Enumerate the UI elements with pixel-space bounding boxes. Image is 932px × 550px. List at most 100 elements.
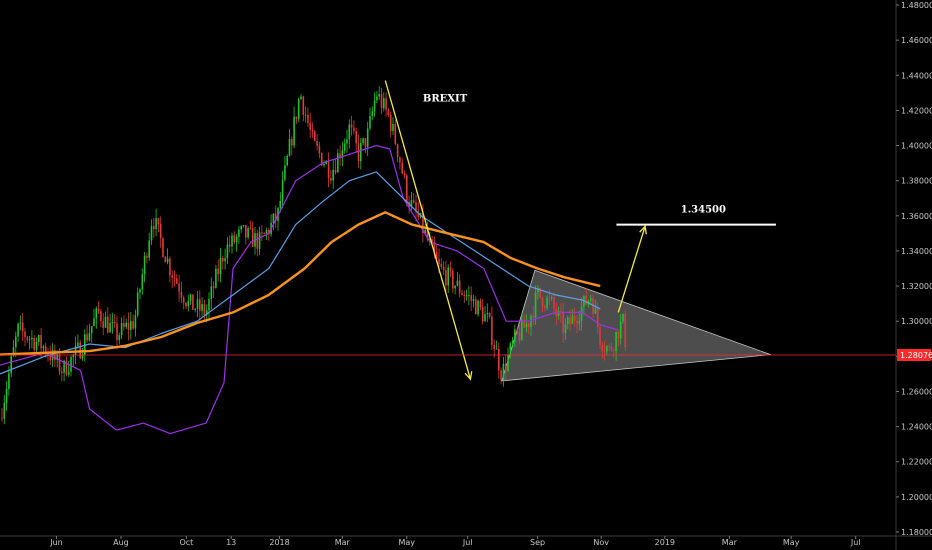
candle	[176, 274, 178, 285]
candle	[107, 307, 109, 334]
candle-body	[396, 144, 399, 158]
candle	[196, 291, 199, 317]
candle-body	[238, 229, 240, 237]
candle-body	[343, 143, 346, 151]
candle-body	[314, 131, 316, 141]
candle-body	[525, 323, 528, 328]
annotations: BREXIT 1.34500	[384, 80, 776, 381]
candle-body	[334, 169, 337, 173]
candle-body	[279, 200, 282, 208]
candle-body	[468, 295, 470, 296]
candle-body	[233, 235, 236, 243]
candle-body	[429, 239, 431, 241]
candle-body	[307, 114, 309, 123]
candle	[63, 359, 65, 382]
candle	[118, 332, 121, 345]
candle-body	[116, 323, 118, 341]
candle-body	[210, 286, 213, 299]
candle	[479, 298, 482, 311]
candle	[169, 256, 171, 283]
candle	[334, 159, 337, 175]
candle-body	[580, 306, 583, 321]
candle-body	[311, 129, 314, 132]
candle	[514, 324, 516, 348]
candle-body	[401, 162, 403, 174]
candle-body	[619, 321, 622, 339]
candle	[311, 122, 314, 138]
candle	[95, 306, 98, 329]
candle-body	[585, 295, 587, 305]
candle-body	[182, 297, 185, 303]
candle	[199, 290, 201, 321]
candle	[488, 312, 491, 319]
candle	[431, 236, 433, 243]
candle	[380, 87, 383, 114]
candle-body	[157, 218, 160, 225]
candle	[477, 299, 479, 317]
candle-body	[81, 354, 84, 359]
candle-body	[578, 320, 581, 324]
candle-body	[387, 109, 390, 116]
candle-body	[378, 94, 380, 97]
brexit-arrow	[384, 80, 473, 381]
x-tick-label: Jul	[462, 538, 473, 547]
candle	[518, 323, 521, 344]
candle	[274, 205, 277, 228]
candle	[337, 148, 339, 173]
candle	[392, 117, 394, 136]
candle	[157, 217, 160, 233]
candle-body	[431, 239, 433, 242]
candle-body	[215, 268, 217, 288]
candle	[81, 347, 84, 361]
candle-body	[159, 224, 162, 239]
candle	[146, 252, 148, 264]
candle-body	[88, 333, 91, 341]
candle-body	[463, 294, 466, 297]
candle-body	[399, 157, 401, 163]
candle	[109, 313, 111, 333]
candle	[222, 255, 224, 270]
candle-body	[127, 322, 130, 330]
candle	[302, 95, 305, 122]
candle-body	[495, 348, 498, 350]
candle	[435, 244, 438, 260]
candle	[228, 235, 231, 253]
candle	[475, 296, 477, 315]
candle	[31, 330, 33, 349]
candle	[323, 160, 325, 168]
candle	[194, 307, 196, 313]
candle-body	[514, 329, 516, 342]
candle-body	[521, 319, 523, 340]
candle-body	[93, 318, 95, 327]
candle	[67, 361, 70, 377]
candle	[258, 226, 261, 255]
candle	[343, 138, 346, 154]
candle-body	[364, 138, 367, 148]
brexit-arrow-shaft	[384, 80, 472, 380]
x-tick-label: May	[783, 538, 800, 547]
candle-body	[452, 270, 454, 289]
candle-body	[357, 143, 360, 162]
candle	[534, 285, 537, 325]
candle-body	[337, 153, 339, 173]
candle-body	[107, 316, 109, 333]
candle-body	[433, 241, 436, 253]
candle-body	[65, 360, 68, 375]
candle-body	[362, 138, 364, 143]
candle-body	[222, 257, 224, 262]
candle-body	[613, 349, 615, 351]
candle-body	[28, 339, 31, 340]
candle-body	[164, 256, 167, 263]
candle-body	[472, 299, 475, 301]
candle	[449, 261, 452, 278]
x-tick-label: Aug	[113, 538, 129, 547]
candle-body	[500, 370, 502, 380]
candle	[286, 154, 288, 167]
candle	[516, 328, 518, 335]
candle-body	[622, 314, 624, 322]
candle-body	[72, 354, 75, 358]
y-tick-label: 1.30000	[901, 317, 932, 326]
candle	[622, 313, 624, 324]
